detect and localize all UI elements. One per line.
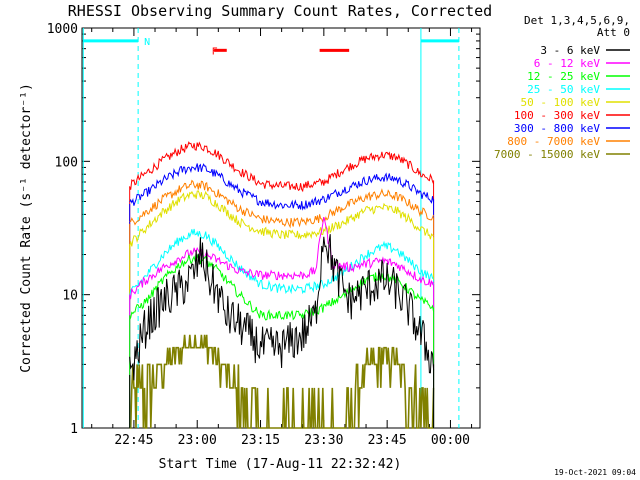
legend-header: Att 0 (597, 26, 630, 39)
legend-label: 300 - 800 keV (514, 122, 600, 135)
series-layer (129, 141, 435, 429)
annotation-label: F (212, 46, 218, 57)
x-tick-label: 23:00 (178, 433, 217, 448)
series-line-5 (129, 141, 435, 193)
legend-label: 6 - 12 keV (534, 57, 601, 70)
legend-label: 12 - 25 keV (527, 70, 600, 83)
x-tick-label: 22:45 (114, 433, 153, 448)
legend-label: 25 - 50 keV (527, 83, 600, 96)
series-line-6 (129, 163, 435, 211)
series-line-0 (129, 234, 435, 381)
x-tick-label: 00:00 (431, 433, 470, 448)
legend-label: 7000 - 15000 keV (494, 148, 600, 161)
series-line-8 (129, 334, 435, 429)
series-line-7 (129, 179, 435, 229)
annotation-label: N (144, 37, 150, 48)
legend-label: 3 - 6 keV (540, 44, 600, 57)
x-tick-label: 23:30 (304, 433, 343, 448)
y-tick-label: 1000 (47, 22, 78, 37)
series-line-4 (129, 190, 434, 248)
chart-title: RHESSI Observing Summary Count Rates, Co… (68, 2, 492, 20)
series-line-2 (129, 254, 435, 321)
legend-label: 50 - 100 keV (521, 96, 601, 109)
y-tick-label: 100 (55, 155, 78, 170)
x-tick-label: 23:45 (368, 433, 407, 448)
x-axis: 22:45 23:00 23:15 23:30 23:45 00:00 (91, 28, 473, 448)
legend-label: 100 - 300 keV (514, 109, 600, 122)
x-tick-label: 23:15 (241, 433, 280, 448)
y-axis-label: Corrected Count Rate (s⁻¹ detector⁻¹) (19, 83, 34, 373)
plot-area: 22:45 23:00 23:15 23:30 23:45 00:00 1 10 100 100… (47, 22, 481, 448)
footer-date: 19-Oct-2021 09:04 (554, 468, 636, 477)
y-tick-label: 10 (62, 289, 78, 304)
series-line-3 (129, 228, 434, 297)
x-axis-label: Start Time (17-Aug-11 22:32:42) (159, 457, 402, 472)
overlay-markers: NF (82, 28, 460, 428)
legend-label: 800 - 7000 keV (507, 135, 600, 148)
series-line-1 (129, 216, 435, 300)
y-tick-label: 1 (70, 422, 78, 437)
legend-header: Det 1,3,4,5,6,9, (524, 14, 630, 27)
